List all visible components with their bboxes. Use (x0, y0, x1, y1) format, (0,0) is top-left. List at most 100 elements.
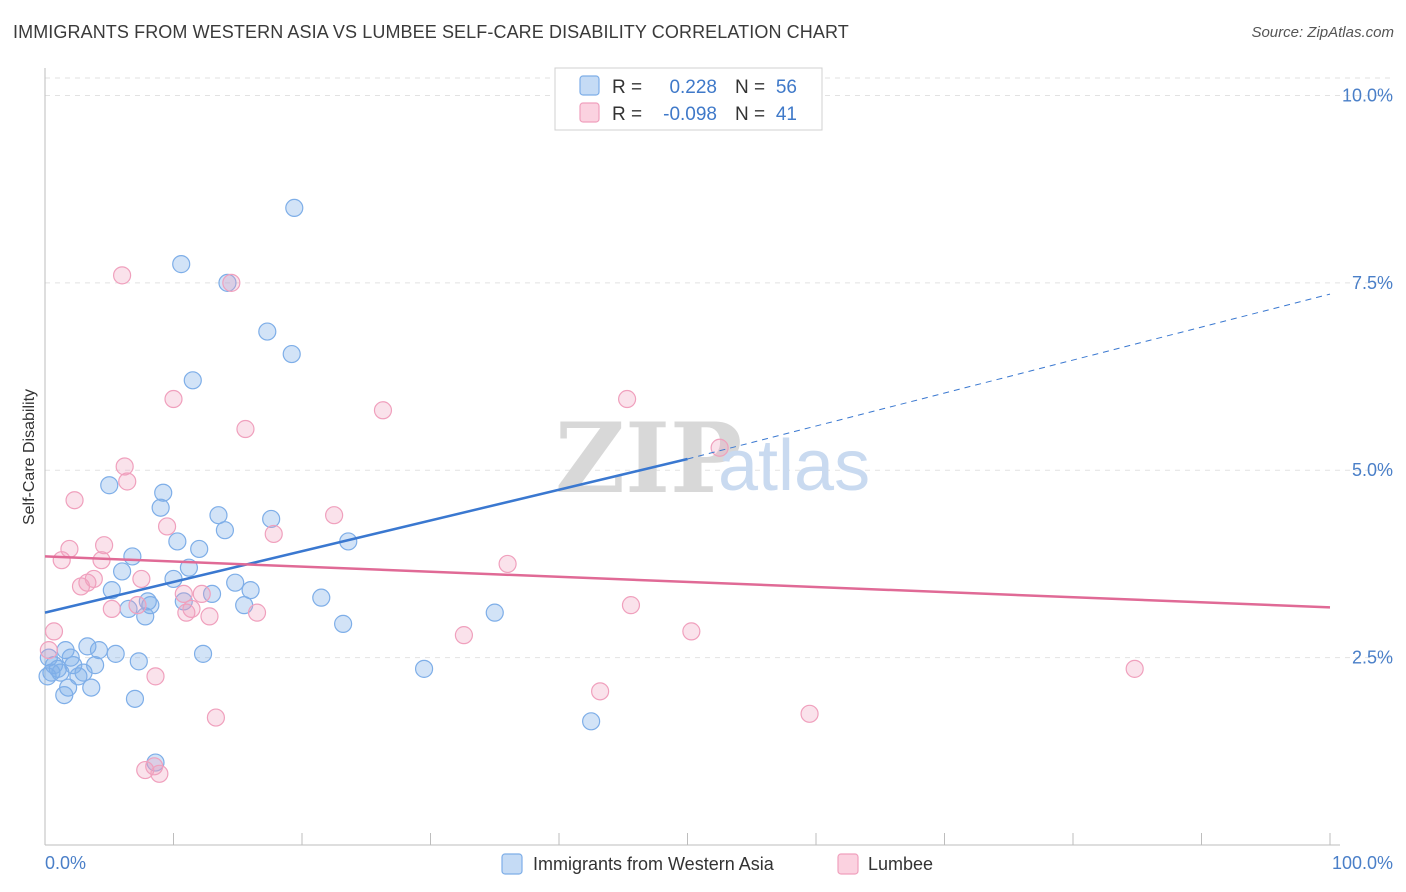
legend-n-value-1: 41 (776, 104, 797, 125)
point-lumbee (264, 524, 283, 544)
point-immigrants (334, 614, 353, 633)
point-lumbee (247, 603, 267, 622)
point-lumbee (146, 667, 165, 686)
point-lumbee (128, 596, 147, 615)
point-lumbee (222, 273, 241, 292)
legend-r-label-1: R = (612, 104, 642, 125)
trend-line-immigrants (44, 457, 688, 614)
point-immigrants (226, 573, 245, 592)
point-immigrants (241, 581, 260, 600)
point-lumbee (1125, 659, 1144, 678)
point-immigrants (282, 344, 301, 364)
point-immigrants (285, 198, 304, 218)
point-lumbee (112, 266, 132, 285)
watermark: ZIP atlas (555, 402, 870, 515)
point-lumbee (44, 622, 64, 641)
point-immigrants (86, 656, 105, 675)
point-immigrants (123, 547, 142, 566)
point-immigrants (106, 644, 125, 663)
y-tick-label: 5.0% (1352, 460, 1393, 480)
point-lumbee (206, 708, 226, 727)
grid-lines (45, 77, 1395, 659)
point-immigrants (168, 532, 187, 551)
point-lumbee (92, 551, 111, 570)
point-immigrants (78, 637, 97, 656)
point-lumbee (136, 760, 155, 780)
point-lumbee (84, 569, 103, 589)
point-immigrants (100, 476, 119, 495)
y-tick-label: 7.5% (1352, 273, 1393, 293)
point-immigrants (38, 667, 57, 686)
point-immigrants (190, 539, 209, 559)
point-immigrants (218, 273, 237, 292)
point-immigrants (172, 255, 191, 274)
watermark-atlas: atlas (718, 426, 870, 506)
point-lumbee (236, 419, 255, 439)
trend-lines (44, 293, 1331, 614)
point-lumbee (200, 607, 219, 626)
trend-line-lumbee (44, 555, 1331, 609)
point-lumbee (65, 491, 84, 510)
point-lumbee (621, 596, 641, 615)
point-lumbee (115, 457, 134, 476)
point-lumbee (373, 401, 393, 420)
point-immigrants (202, 584, 222, 604)
chart-title: IMMIGRANTS FROM WESTERN ASIA VS LUMBEE S… (13, 22, 849, 42)
point-immigrants (59, 678, 78, 697)
point-lumbee (800, 704, 819, 723)
bottom-legend-swatch-lumbee (837, 853, 859, 875)
point-lumbee (325, 506, 344, 525)
point-immigrants (414, 659, 434, 678)
point-lumbee (682, 622, 701, 641)
point-lumbee (618, 389, 637, 409)
point-immigrants (89, 641, 109, 660)
legend-n-value-0: 56 (776, 77, 797, 98)
y-tick-label: 2.5% (1352, 648, 1393, 668)
point-immigrants (215, 521, 234, 540)
point-immigrants (129, 652, 148, 671)
point-lumbee (174, 584, 193, 604)
point-immigrants (138, 592, 157, 611)
point-lumbee (157, 517, 177, 536)
point-immigrants (164, 569, 183, 589)
point-lumbee (710, 438, 729, 457)
point-immigrants (56, 641, 75, 660)
point-lumbee (454, 626, 474, 645)
point-immigrants (312, 588, 331, 607)
point-immigrants (64, 656, 83, 675)
legend-n-label-0: N = (735, 77, 765, 98)
point-lumbee (102, 599, 121, 619)
legend-r-label-0: R = (612, 77, 642, 98)
x-tick-label-min: 0.0% (45, 853, 86, 873)
point-lumbee (132, 569, 151, 589)
legend-swatch-immigrants (579, 75, 600, 96)
point-lumbee (95, 536, 114, 555)
point-lumbee (118, 472, 137, 491)
legend-n-label-1: N = (735, 104, 765, 125)
y-tick-labels: 2.5% 5.0% 7.5% 10.0% (1342, 85, 1393, 667)
watermark-zip: ZIP (555, 402, 742, 515)
point-immigrants (209, 506, 228, 525)
point-immigrants (193, 644, 213, 663)
point-lumbee (164, 389, 183, 409)
point-immigrants (112, 562, 132, 581)
point-immigrants (154, 483, 173, 502)
point-immigrants (582, 712, 601, 731)
point-lumbee (498, 554, 517, 574)
stats-legend: R = 0.228 N = 56 R = -0.098 N = 41 (554, 67, 823, 131)
x-ticks (173, 833, 1331, 845)
x-tick-label-max: 100.0% (1332, 853, 1393, 873)
bottom-legend-label-lumbee: Lumbee (868, 854, 933, 874)
point-immigrants (485, 603, 504, 622)
y-tick-label: 10.0% (1342, 85, 1393, 105)
point-immigrants (258, 322, 277, 341)
y-axis-title: Self-Care Disability (21, 389, 38, 525)
point-lumbee (150, 764, 169, 783)
point-immigrants (151, 498, 170, 517)
point-lumbee (60, 539, 79, 559)
point-immigrants (183, 371, 202, 390)
trend-line-immigrants-extension (687, 293, 1331, 460)
bottom-legend-swatch-immigrants (501, 853, 523, 875)
point-immigrants (125, 689, 145, 708)
series-lumbee-points (39, 266, 1144, 783)
